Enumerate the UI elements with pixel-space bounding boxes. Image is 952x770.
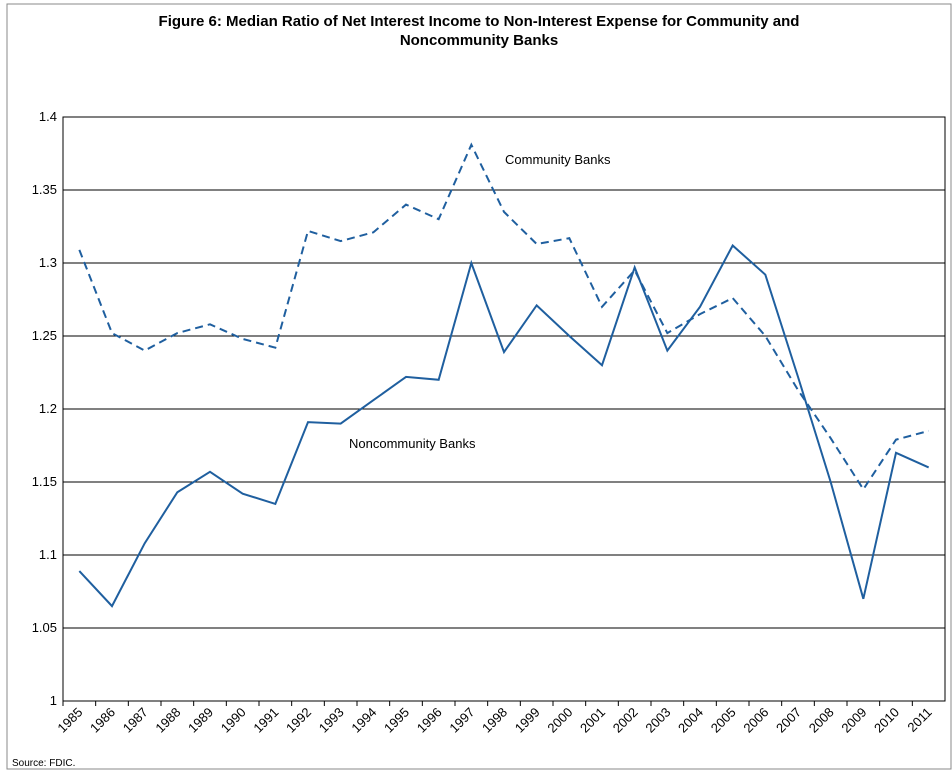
x-tick-label: 2005 bbox=[708, 705, 739, 736]
x-tick-label: 2002 bbox=[610, 705, 641, 736]
y-tick-label: 1 bbox=[50, 693, 57, 708]
x-tick-label: 1996 bbox=[414, 705, 445, 736]
y-tick-label: 1.35 bbox=[32, 182, 57, 197]
x-tick-label: 1997 bbox=[446, 705, 477, 736]
x-tick-label: 2010 bbox=[871, 705, 902, 736]
x-tick-label: 1995 bbox=[381, 705, 412, 736]
x-tick-label: 1991 bbox=[250, 705, 281, 736]
x-tick-label: 2007 bbox=[773, 705, 804, 736]
x-tick-label: 2008 bbox=[806, 705, 837, 736]
x-tick-label: 1985 bbox=[54, 705, 85, 736]
source-note: Source: FDIC. bbox=[12, 758, 75, 769]
x-tick-label: 1988 bbox=[152, 705, 183, 736]
y-tick-label: 1.3 bbox=[39, 255, 57, 270]
x-tick-label: 2000 bbox=[544, 705, 575, 736]
series-label: Community Banks bbox=[505, 152, 611, 167]
series-line bbox=[78, 243, 930, 608]
x-tick-label: 1990 bbox=[218, 705, 249, 736]
x-tick-label: 1986 bbox=[87, 705, 118, 736]
y-tick-label: 1.15 bbox=[32, 474, 57, 489]
x-tick-label: 2003 bbox=[642, 705, 673, 736]
x-tick-label: 1987 bbox=[120, 705, 151, 736]
x-tick-label: 1998 bbox=[479, 705, 510, 736]
x-tick-label: 2004 bbox=[675, 705, 706, 736]
series-line bbox=[78, 142, 929, 492]
y-tick-label: 1.2 bbox=[39, 401, 57, 416]
x-tick-label: 2011 bbox=[904, 705, 934, 735]
y-tick-label: 1.05 bbox=[32, 620, 57, 635]
y-tick-label: 1.25 bbox=[32, 328, 57, 343]
chart-title: Figure 6: Median Ratio of Net Interest I… bbox=[159, 13, 800, 30]
frame bbox=[6, 3, 952, 770]
y-tick-label: 1.1 bbox=[39, 547, 57, 562]
x-tick-label: 2009 bbox=[838, 705, 869, 736]
x-tick-label: 2006 bbox=[740, 705, 771, 736]
x-tick-label: 1999 bbox=[512, 705, 543, 736]
x-tick-label: 1993 bbox=[316, 705, 347, 736]
chart-title: Noncommunity Banks bbox=[400, 32, 558, 49]
x-tick-label: 1992 bbox=[283, 705, 314, 736]
x-tick-label: 2001 bbox=[577, 705, 608, 736]
series-label: Noncommunity Banks bbox=[349, 436, 476, 451]
x-tick-label: 1994 bbox=[348, 705, 379, 736]
y-tick-label: 1.4 bbox=[39, 109, 57, 124]
x-tick-label: 1989 bbox=[185, 705, 216, 736]
